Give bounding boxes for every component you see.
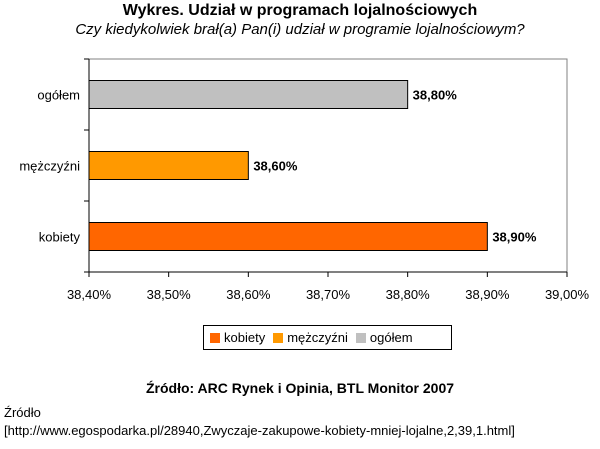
data-label-0: 38,80%	[413, 88, 458, 103]
legend-label-ogolem: ogółem	[369, 330, 413, 345]
source-url: [http://www.egospodarka.pl/28940,Zwyczaj…	[4, 423, 515, 438]
bar-1	[88, 151, 249, 180]
x-tick-label-1: 38,50%	[147, 287, 192, 302]
x-tick-label-5: 38,90%	[465, 287, 510, 302]
x-tick-label-6: 39,00%	[545, 287, 590, 302]
legend-swatch-ogolem	[355, 332, 366, 343]
legend-swatch-mezczyzni	[273, 332, 284, 343]
bar-0	[88, 80, 409, 109]
source-label: Źródło	[4, 405, 41, 420]
category-label-1: mężczyźni	[19, 159, 80, 174]
legend-label-kobiety: kobiety	[224, 330, 266, 345]
legend-item-mezczyzni: mężczyźni	[273, 330, 348, 345]
legend-swatch-kobiety	[210, 332, 220, 343]
x-tick-label-2: 38,60%	[226, 287, 271, 302]
source-caption: Źródło: ARC Rynek i Opinia, BTL Monitor …	[145, 380, 455, 396]
category-label-2: kobiety	[39, 230, 81, 245]
data-label-2: 38,90%	[492, 230, 537, 245]
data-label-1: 38,60%	[253, 159, 298, 174]
x-tick-label-4: 38,80%	[386, 287, 431, 302]
category-label-0: ogółem	[37, 88, 80, 103]
legend-label-mezczyzni: mężczyźni	[287, 330, 348, 345]
legend: kobiety mężczyźni ogółem	[203, 325, 452, 350]
chart-title: Wykres. Udział w programach lojalnościow…	[122, 2, 478, 19]
x-tick-label-0: 38,40%	[67, 287, 112, 302]
x-tick-label-3: 38,70%	[306, 287, 351, 302]
legend-item-ogolem: ogółem	[355, 330, 413, 345]
legend-item-kobiety: kobiety	[210, 330, 265, 345]
bar-2	[88, 222, 488, 251]
chart-subtitle: Czy kiedykolwiek brał(a) Pan(i) udział w…	[75, 21, 525, 38]
